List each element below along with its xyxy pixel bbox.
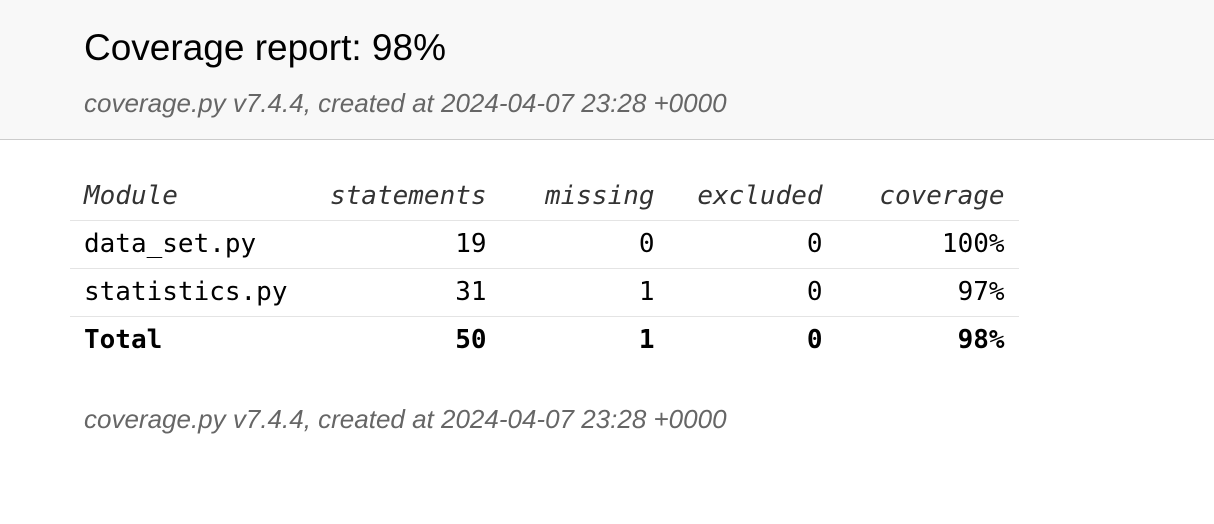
column-header-module[interactable]: Module	[70, 172, 316, 221]
column-header-missing[interactable]: missing	[500, 172, 669, 221]
page-header: Coverage report: 98% coverage.py v7.4.4,…	[0, 0, 1214, 140]
total-statements-cell: 50	[455, 325, 487, 356]
table-header-row: Module statements missing excluded cover…	[70, 172, 1019, 221]
missing-cell: 0	[500, 220, 669, 269]
excluded-cell: 0	[668, 268, 837, 317]
total-label: Total	[84, 325, 163, 356]
column-header-coverage[interactable]: coverage	[836, 172, 1019, 221]
column-header-excluded[interactable]: excluded	[668, 172, 837, 221]
coverage-py-link[interactable]: coverage.py v7.4.4, created at 2024-04-0…	[84, 88, 727, 118]
total-excluded-cell: 0	[806, 325, 823, 356]
total-missing-cell: 1	[638, 325, 655, 356]
module-link-statistics[interactable]: statistics.py	[84, 277, 288, 307]
excluded-cell: 0	[668, 220, 837, 269]
page-footer: coverage.py v7.4.4, created at 2024-04-0…	[84, 404, 727, 434]
table-row: data_set.py 19 0 0 100%	[70, 220, 1019, 269]
total-coverage-cell: 98%	[957, 325, 1005, 356]
module-link-data-set[interactable]: data_set.py	[84, 229, 257, 259]
module-name-cell: data_set.py	[70, 220, 316, 269]
table-row: statistics.py 31 1 0 97%	[70, 268, 1019, 317]
coverage-cell: 97%	[836, 268, 1019, 317]
column-header-statements[interactable]: statements	[316, 172, 501, 221]
missing-cell: 1	[500, 268, 669, 317]
coverage-cell: 100%	[836, 220, 1019, 269]
header-meta: coverage.py v7.4.4, created at 2024-04-0…	[84, 88, 727, 118]
statements-cell: 19	[316, 220, 501, 269]
coverage-table: Module statements missing excluded cover…	[70, 172, 1019, 364]
module-name-cell: statistics.py	[70, 268, 316, 317]
footer-coverage-py-link[interactable]: coverage.py v7.4.4, created at 2024-04-0…	[84, 404, 727, 434]
page-title: Coverage report: 98%	[84, 27, 446, 68]
total-row: Total 50 1 0 98%	[70, 316, 1019, 364]
statements-cell: 31	[316, 268, 501, 317]
